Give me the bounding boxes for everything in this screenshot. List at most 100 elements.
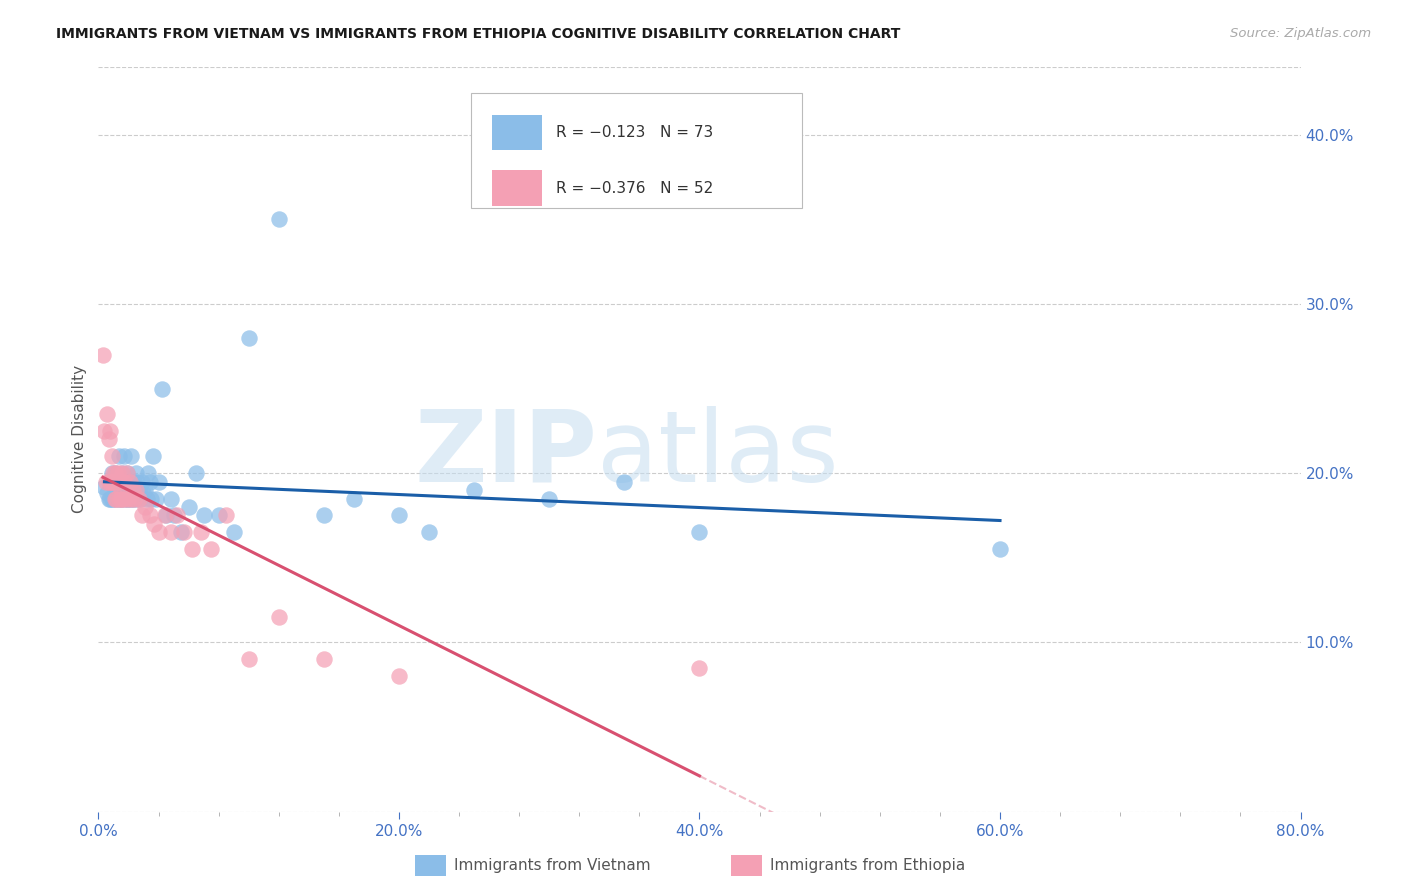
Point [94, 475, 117, 489]
Point [93, 424, 115, 438]
Point [121, 491, 143, 506]
Point [103, 466, 125, 480]
Point [128, 483, 150, 497]
Point [173, 525, 195, 540]
Text: R = −0.123   N = 73: R = −0.123 N = 73 [557, 125, 714, 140]
Point [136, 466, 159, 480]
Point [114, 491, 136, 506]
Point [115, 466, 138, 480]
Point [388, 669, 411, 683]
Point [97, 432, 120, 446]
Point [91, 348, 114, 362]
Text: ZIP: ZIP [415, 406, 598, 503]
Point [104, 491, 127, 506]
Point [101, 475, 124, 489]
Point [114, 475, 136, 489]
Point [135, 491, 157, 506]
Y-axis label: Cognitive Disability: Cognitive Disability [72, 365, 87, 514]
Point [200, 542, 222, 557]
Point [463, 483, 485, 497]
Point [689, 661, 711, 675]
Point [110, 491, 132, 506]
Point [166, 508, 188, 523]
Point [267, 212, 290, 227]
Point [180, 542, 202, 557]
Point [111, 491, 134, 506]
Point [122, 483, 145, 497]
Point [115, 491, 138, 506]
Point [121, 491, 143, 506]
Point [312, 508, 335, 523]
Point [118, 483, 141, 497]
Point [153, 508, 176, 523]
Point [190, 525, 212, 540]
Point [124, 486, 146, 500]
Point [111, 466, 134, 480]
Point [108, 449, 131, 463]
Point [193, 508, 215, 523]
Point [97, 491, 120, 506]
Text: IMMIGRANTS FROM VIETNAM VS IMMIGRANTS FROM ETHIOPIA COGNITIVE DISABILITY CORRELA: IMMIGRANTS FROM VIETNAM VS IMMIGRANTS FR… [56, 27, 901, 41]
Point [93, 480, 115, 494]
Point [388, 508, 411, 523]
Point [110, 491, 132, 506]
Point [145, 491, 167, 506]
Point [117, 491, 139, 506]
Point [267, 610, 290, 624]
Point [108, 491, 131, 506]
Point [138, 508, 160, 523]
Point [107, 475, 129, 489]
Point [143, 516, 166, 531]
Point [107, 466, 129, 480]
Point [104, 466, 127, 480]
Point [112, 475, 135, 489]
Point [170, 525, 193, 540]
Point [155, 508, 177, 523]
Point [108, 475, 131, 489]
Point [159, 491, 181, 506]
Point [105, 475, 128, 489]
Point [107, 475, 129, 489]
Point [104, 486, 127, 500]
Point [110, 483, 132, 497]
Point [100, 475, 122, 489]
Point [148, 475, 170, 489]
Point [96, 407, 118, 421]
Point [114, 486, 136, 500]
Point [112, 491, 135, 506]
Point [124, 491, 146, 506]
Point [111, 466, 134, 480]
Point [115, 466, 138, 480]
Point [131, 508, 153, 523]
Point [312, 652, 335, 666]
Point [100, 475, 122, 489]
Point [108, 491, 131, 506]
Point [105, 475, 128, 489]
Point [118, 475, 141, 489]
Point [103, 475, 125, 489]
Point [689, 525, 711, 540]
Point [134, 483, 156, 497]
Point [100, 491, 122, 506]
Point [141, 449, 163, 463]
Point [208, 508, 231, 523]
Point [104, 466, 127, 480]
Point [101, 466, 124, 480]
FancyBboxPatch shape [471, 93, 801, 209]
Point [97, 475, 120, 489]
Point [343, 491, 366, 506]
Point [988, 542, 1011, 557]
Bar [492, 170, 541, 206]
Point [103, 491, 125, 506]
Text: atlas: atlas [598, 406, 839, 503]
Point [238, 331, 260, 345]
Point [122, 491, 145, 506]
Point [127, 475, 149, 489]
Point [134, 500, 156, 514]
Point [117, 475, 139, 489]
Point [111, 475, 134, 489]
Point [112, 449, 135, 463]
Point [105, 491, 128, 506]
Point [150, 382, 173, 396]
Point [139, 491, 162, 506]
